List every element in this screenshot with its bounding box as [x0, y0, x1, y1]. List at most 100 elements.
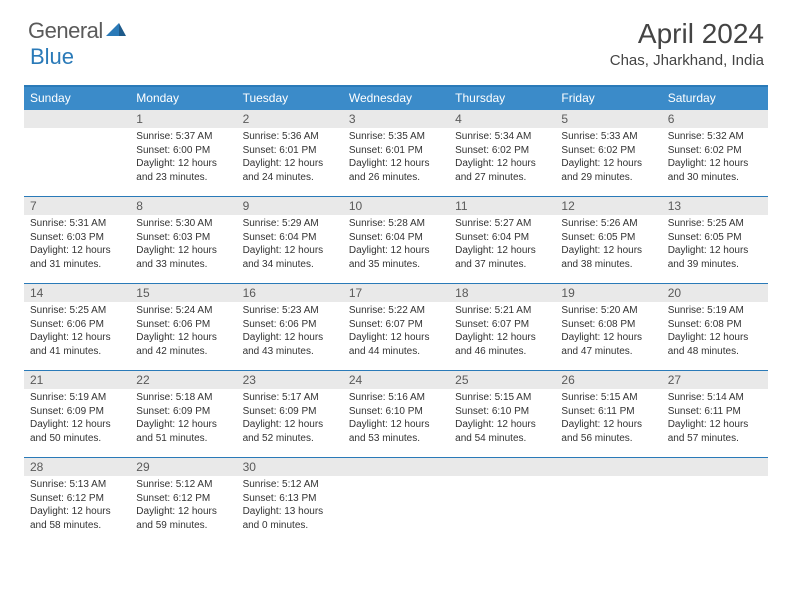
day-cell: 16 Sunrise: 5:23 AMSunset: 6:06 PMDayligh… [237, 284, 343, 370]
day-header-monday: Monday [130, 87, 236, 110]
title-block: April 2024 Chas, Jharkhand, India [610, 18, 764, 69]
day-number: 18 [449, 284, 555, 302]
day-info: Sunrise: 5:25 AMSunset: 6:06 PMDaylight:… [24, 304, 130, 358]
day-info: Sunrise: 5:34 AMSunset: 6:02 PMDaylight:… [449, 130, 555, 184]
day-info: Sunrise: 5:18 AMSunset: 6:09 PMDaylight:… [130, 391, 236, 445]
day-cell: 22 Sunrise: 5:18 AMSunset: 6:09 PMDayligh… [130, 371, 236, 457]
day-cell: 3Sunrise: 5:35 AMSunset: 6:01 PMDaylight… [343, 110, 449, 196]
week-row: 14 Sunrise: 5:25 AMSunset: 6:06 PMDayligh… [24, 284, 768, 371]
day-info: Sunrise: 5:28 AMSunset: 6:04 PMDaylight:… [343, 217, 449, 271]
day-header-wednesday: Wednesday [343, 87, 449, 110]
day-cell: 23Sunrise: 5:17 AMSunset: 6:09 PMDayligh… [237, 371, 343, 457]
day-cell: 19 Sunrise: 5:20 AMSunset: 6:08 PMDayligh… [555, 284, 661, 370]
week-row: 28Sunrise: 5:13 AMSunset: 6:12 PMDayligh… [24, 458, 768, 544]
logo-text-blue: Blue [30, 44, 74, 70]
day-number: 11 [449, 197, 555, 215]
day-cell: 29 Sunrise: 5:12 AMSunset: 6:12 PMDayligh… [130, 458, 236, 544]
location-text: Chas, Jharkhand, India [610, 52, 764, 69]
day-cell: 18Sunrise: 5:21 AMSunset: 6:07 PMDayligh… [449, 284, 555, 370]
day-info: Sunrise: 5:32 AMSunset: 6:02 PMDaylight:… [662, 130, 768, 184]
day-cell [24, 110, 130, 196]
day-cell: 14 Sunrise: 5:25 AMSunset: 6:06 PMDayligh… [24, 284, 130, 370]
month-title: April 2024 [610, 18, 764, 50]
day-header-saturday: Saturday [662, 87, 768, 110]
day-cell: 11 Sunrise: 5:27 AMSunset: 6:04 PMDayligh… [449, 197, 555, 283]
day-cell: 8 Sunrise: 5:30 AMSunset: 6:03 PMDaylight… [130, 197, 236, 283]
day-cell: 25Sunrise: 5:15 AMSunset: 6:10 PMDayligh… [449, 371, 555, 457]
day-info: Sunrise: 5:26 AMSunset: 6:05 PMDaylight:… [555, 217, 661, 271]
day-number: 13 [662, 197, 768, 215]
day-header-friday: Friday [555, 87, 661, 110]
day-number: 4 [449, 110, 555, 128]
day-number: 12 [555, 197, 661, 215]
day-cell [662, 458, 768, 544]
day-number: 22 [130, 371, 236, 389]
day-cell: 10 Sunrise: 5:28 AMSunset: 6:04 PMDayligh… [343, 197, 449, 283]
day-number [343, 458, 449, 476]
day-number: 29 [130, 458, 236, 476]
day-info: Sunrise: 5:15 AMSunset: 6:11 PMDaylight:… [555, 391, 661, 445]
day-info: Sunrise: 5:23 AMSunset: 6:06 PMDaylight:… [237, 304, 343, 358]
day-info: Sunrise: 5:12 AMSunset: 6:12 PMDaylight:… [130, 478, 236, 532]
day-number: 26 [555, 371, 661, 389]
day-cell: 28Sunrise: 5:13 AMSunset: 6:12 PMDayligh… [24, 458, 130, 544]
day-cell [555, 458, 661, 544]
day-number [24, 110, 130, 128]
day-number: 21 [24, 371, 130, 389]
day-number: 1 [130, 110, 236, 128]
day-header-tuesday: Tuesday [237, 87, 343, 110]
day-info: Sunrise: 5:19 AMSunset: 6:09 PMDaylight:… [24, 391, 130, 445]
day-number: 3 [343, 110, 449, 128]
day-info: Sunrise: 5:31 AMSunset: 6:03 PMDaylight:… [24, 217, 130, 271]
day-info: Sunrise: 5:25 AMSunset: 6:05 PMDaylight:… [662, 217, 768, 271]
day-cell: 1 Sunrise: 5:37 AMSunset: 6:00 PMDaylight… [130, 110, 236, 196]
day-header-sunday: Sunday [24, 87, 130, 110]
day-cell: 24Sunrise: 5:16 AMSunset: 6:10 PMDayligh… [343, 371, 449, 457]
day-info: Sunrise: 5:20 AMSunset: 6:08 PMDaylight:… [555, 304, 661, 358]
week-row: 1 Sunrise: 5:37 AMSunset: 6:00 PMDaylight… [24, 110, 768, 197]
day-info: Sunrise: 5:13 AMSunset: 6:12 PMDaylight:… [24, 478, 130, 532]
logo: General [28, 18, 128, 44]
day-info: Sunrise: 5:27 AMSunset: 6:04 PMDaylight:… [449, 217, 555, 271]
day-header-row: SundayMondayTuesdayWednesdayThursdayFrid… [24, 87, 768, 110]
day-number: 23 [237, 371, 343, 389]
day-cell: 7Sunrise: 5:31 AMSunset: 6:03 PMDaylight… [24, 197, 130, 283]
day-info: Sunrise: 5:12 AMSunset: 6:13 PMDaylight:… [237, 478, 343, 532]
day-number: 17 [343, 284, 449, 302]
day-number: 9 [237, 197, 343, 215]
day-number: 14 [24, 284, 130, 302]
day-number: 6 [662, 110, 768, 128]
day-number: 10 [343, 197, 449, 215]
day-number: 16 [237, 284, 343, 302]
day-cell: 13 Sunrise: 5:25 AMSunset: 6:05 PMDayligh… [662, 197, 768, 283]
day-number: 8 [130, 197, 236, 215]
day-info: Sunrise: 5:36 AMSunset: 6:01 PMDaylight:… [237, 130, 343, 184]
calendar: SundayMondayTuesdayWednesdayThursdayFrid… [24, 85, 768, 544]
day-number: 20 [662, 284, 768, 302]
day-cell: 12 Sunrise: 5:26 AMSunset: 6:05 PMDayligh… [555, 197, 661, 283]
day-cell: 6 Sunrise: 5:32 AMSunset: 6:02 PMDaylight… [662, 110, 768, 196]
day-info: Sunrise: 5:16 AMSunset: 6:10 PMDaylight:… [343, 391, 449, 445]
day-number: 30 [237, 458, 343, 476]
day-cell: 5 Sunrise: 5:33 AMSunset: 6:02 PMDaylight… [555, 110, 661, 196]
day-cell: 2 Sunrise: 5:36 AMSunset: 6:01 PMDaylight… [237, 110, 343, 196]
logo-triangle-icon [106, 20, 126, 41]
day-cell: 15Sunrise: 5:24 AMSunset: 6:06 PMDayligh… [130, 284, 236, 370]
day-info: Sunrise: 5:19 AMSunset: 6:08 PMDaylight:… [662, 304, 768, 358]
day-info: Sunrise: 5:29 AMSunset: 6:04 PMDaylight:… [237, 217, 343, 271]
day-header-thursday: Thursday [449, 87, 555, 110]
day-cell: 20 Sunrise: 5:19 AMSunset: 6:08 PMDayligh… [662, 284, 768, 370]
week-row: 21 Sunrise: 5:19 AMSunset: 6:09 PMDayligh… [24, 371, 768, 458]
day-info: Sunrise: 5:30 AMSunset: 6:03 PMDaylight:… [130, 217, 236, 271]
day-cell [343, 458, 449, 544]
logo-text-general: General [28, 18, 103, 44]
day-number: 19 [555, 284, 661, 302]
day-number: 2 [237, 110, 343, 128]
day-info: Sunrise: 5:33 AMSunset: 6:02 PMDaylight:… [555, 130, 661, 184]
day-number: 5 [555, 110, 661, 128]
day-info: Sunrise: 5:37 AMSunset: 6:00 PMDaylight:… [130, 130, 236, 184]
day-cell: 26 Sunrise: 5:15 AMSunset: 6:11 PMDayligh… [555, 371, 661, 457]
day-number [662, 458, 768, 476]
day-cell: 9 Sunrise: 5:29 AMSunset: 6:04 PMDaylight… [237, 197, 343, 283]
day-number [449, 458, 555, 476]
